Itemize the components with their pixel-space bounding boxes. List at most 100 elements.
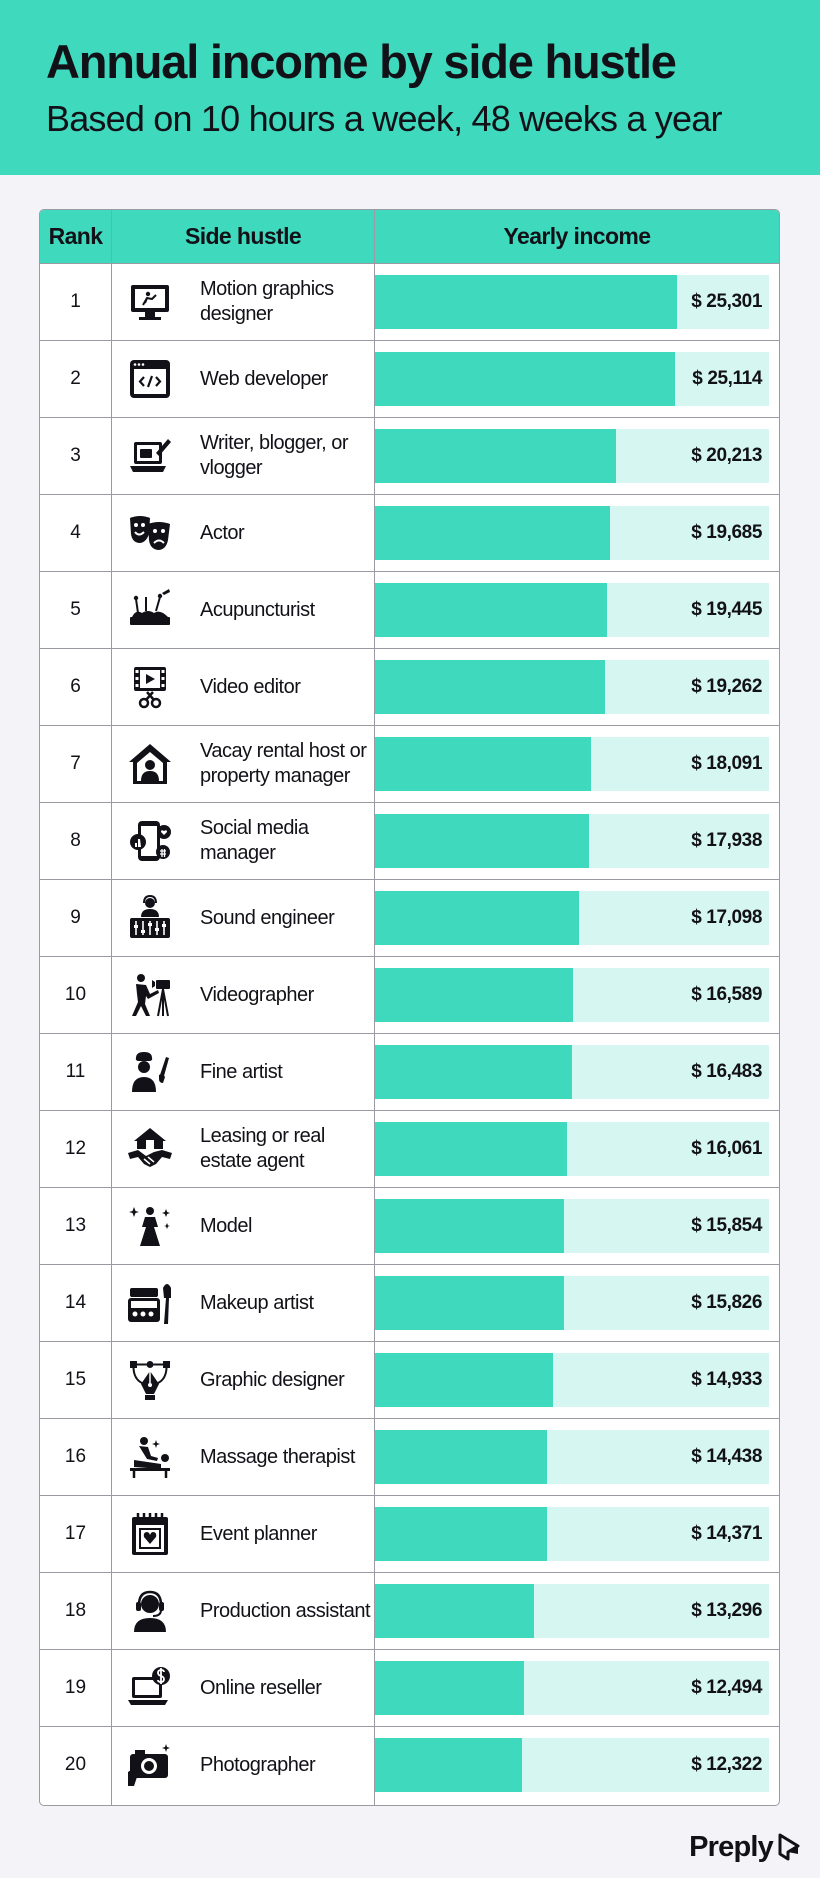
income-bar <box>375 660 605 714</box>
pen-tool-icon <box>126 1357 174 1403</box>
rank-cell: 15 <box>64 1369 87 1390</box>
side-hustle-name: Videographer <box>200 983 314 1006</box>
table-header: Rank Side hustle Yearly income <box>40 210 779 264</box>
film-scissors-icon <box>126 664 174 710</box>
rank-cell: 9 <box>70 907 81 928</box>
income-value-label: $ 15,854 <box>691 1215 762 1236</box>
preply-mark-icon <box>778 1833 800 1861</box>
income-bar-track: $ 19,685 <box>375 506 769 560</box>
side-hustle-name: Massage therapist <box>200 1445 355 1468</box>
income-bar-track: $ 14,371 <box>375 1507 769 1561</box>
table-row: 5 Acupuncturist $ 19,445 <box>40 572 779 649</box>
house-host-icon <box>126 741 174 787</box>
table-row: 10 Videographer $ 16,589 <box>40 957 779 1034</box>
side-hustle-name: Production assistant <box>200 1599 371 1622</box>
rank-cell: 18 <box>64 1600 87 1621</box>
side-hustle-name: Makeup artist <box>200 1291 314 1314</box>
rank-cell: 16 <box>64 1446 87 1467</box>
table-row: 6 Video editor $ 19,262 <box>40 649 779 726</box>
income-bar-track: $ 19,262 <box>375 660 769 714</box>
income-value-label: $ 12,494 <box>691 1677 762 1698</box>
income-bar-track: $ 15,826 <box>375 1276 769 1330</box>
income-bar-track: $ 25,301 <box>375 275 769 329</box>
income-bar <box>375 1661 524 1715</box>
income-value-label: $ 13,296 <box>691 1600 762 1621</box>
rank-cell: 19 <box>64 1677 87 1698</box>
motion-graphics-icon <box>126 279 174 325</box>
column-divider <box>374 210 375 1805</box>
calendar-heart-icon <box>126 1511 174 1557</box>
brand-name: Preply <box>689 1830 774 1863</box>
table-row: 13 Model $ 15,854 <box>40 1188 779 1265</box>
side-hustle-name: Photographer <box>200 1753 316 1776</box>
income-value-label: $ 19,445 <box>691 599 762 620</box>
income-value-label: $ 20,213 <box>691 445 762 466</box>
side-hustle-name: Event planner <box>200 1522 317 1545</box>
income-bar <box>375 737 591 791</box>
income-bar <box>375 1122 567 1176</box>
income-bar-track: $ 14,438 <box>375 1430 769 1484</box>
income-bar-track: $ 13,296 <box>375 1584 769 1638</box>
column-header-side-hustle: Side hustle <box>184 223 302 249</box>
income-value-label: $ 19,685 <box>691 522 762 543</box>
acupuncture-needles-icon <box>126 587 174 633</box>
income-bar-track: $ 12,494 <box>375 1661 769 1715</box>
model-sparkle-icon <box>126 1203 174 1249</box>
side-hustle-name: Writer, blogger, or vlogger <box>200 432 348 479</box>
brand-logo: Preply <box>689 1830 802 1864</box>
table-row: 11 Fine artist $ 16,483 <box>40 1034 779 1111</box>
income-value-label: $ 15,826 <box>691 1292 762 1313</box>
side-hustle-name: Graphic designer <box>200 1368 345 1391</box>
income-bar-track: $ 16,061 <box>375 1122 769 1176</box>
mixing-desk-icon <box>126 895 174 941</box>
side-hustle-name: Sound engineer <box>200 906 335 929</box>
phone-social-icon <box>126 818 174 864</box>
table-row: 17 Event planner $ 14,371 <box>40 1496 779 1573</box>
laptop-pen-icon <box>126 433 174 479</box>
rank-cell: 1 <box>70 291 81 312</box>
income-value-label: $ 18,091 <box>691 753 762 774</box>
table-row: 2 Web developer $ 25,114 <box>40 341 779 418</box>
income-bar <box>375 583 607 637</box>
theater-masks-icon <box>126 510 174 556</box>
table-row: 15 Graphic designer $ 14,933 <box>40 1342 779 1419</box>
income-bar-track: $ 16,483 <box>375 1045 769 1099</box>
income-bar <box>375 814 589 868</box>
side-hustle-name: Social media manager <box>200 817 309 864</box>
rank-cell: 20 <box>64 1754 87 1775</box>
side-hustle-name: Model <box>200 1214 252 1237</box>
income-bar-track: $ 12,322 <box>375 1738 769 1792</box>
rank-cell: 2 <box>70 368 81 389</box>
side-hustle-name: Acupuncturist <box>200 598 315 621</box>
rank-cell: 3 <box>70 445 81 466</box>
income-bar <box>375 1199 564 1253</box>
income-bar <box>375 506 610 560</box>
income-bar-track: $ 14,933 <box>375 1353 769 1407</box>
income-bar <box>375 275 677 329</box>
income-value-label: $ 16,589 <box>691 984 762 1005</box>
income-bar <box>375 1045 572 1099</box>
rank-cell: 11 <box>65 1061 86 1082</box>
side-hustle-name: Video editor <box>200 675 301 698</box>
video-camera-tripod-icon <box>126 972 174 1018</box>
table-row: 8 Social media manager $ 17,938 <box>40 803 779 880</box>
rank-cell: 4 <box>70 522 81 543</box>
side-hustle-name: Motion graphics designer <box>200 278 334 325</box>
rank-cell: 14 <box>64 1292 87 1313</box>
income-bar <box>375 1353 553 1407</box>
income-bar <box>375 352 675 406</box>
page-title: Annual income by side hustle <box>46 35 677 88</box>
column-divider <box>111 210 112 1805</box>
income-bar <box>375 891 579 945</box>
table-row: 14 Makeup artist $ 15,826 <box>40 1265 779 1342</box>
massage-table-icon <box>126 1434 174 1480</box>
table-row: 12 Leasing or real estate agent $ 16,061 <box>40 1111 779 1188</box>
code-window-icon <box>126 356 174 402</box>
income-value-label: $ 17,098 <box>691 907 762 928</box>
side-hustle-name: Fine artist <box>200 1060 283 1083</box>
income-bar-track: $ 25,114 <box>375 352 769 406</box>
income-bar-track: $ 17,098 <box>375 891 769 945</box>
table-row: 16 Massage therapist $ 14,438 <box>40 1419 779 1496</box>
laptop-dollar-icon <box>126 1665 174 1711</box>
income-bar <box>375 1738 522 1792</box>
